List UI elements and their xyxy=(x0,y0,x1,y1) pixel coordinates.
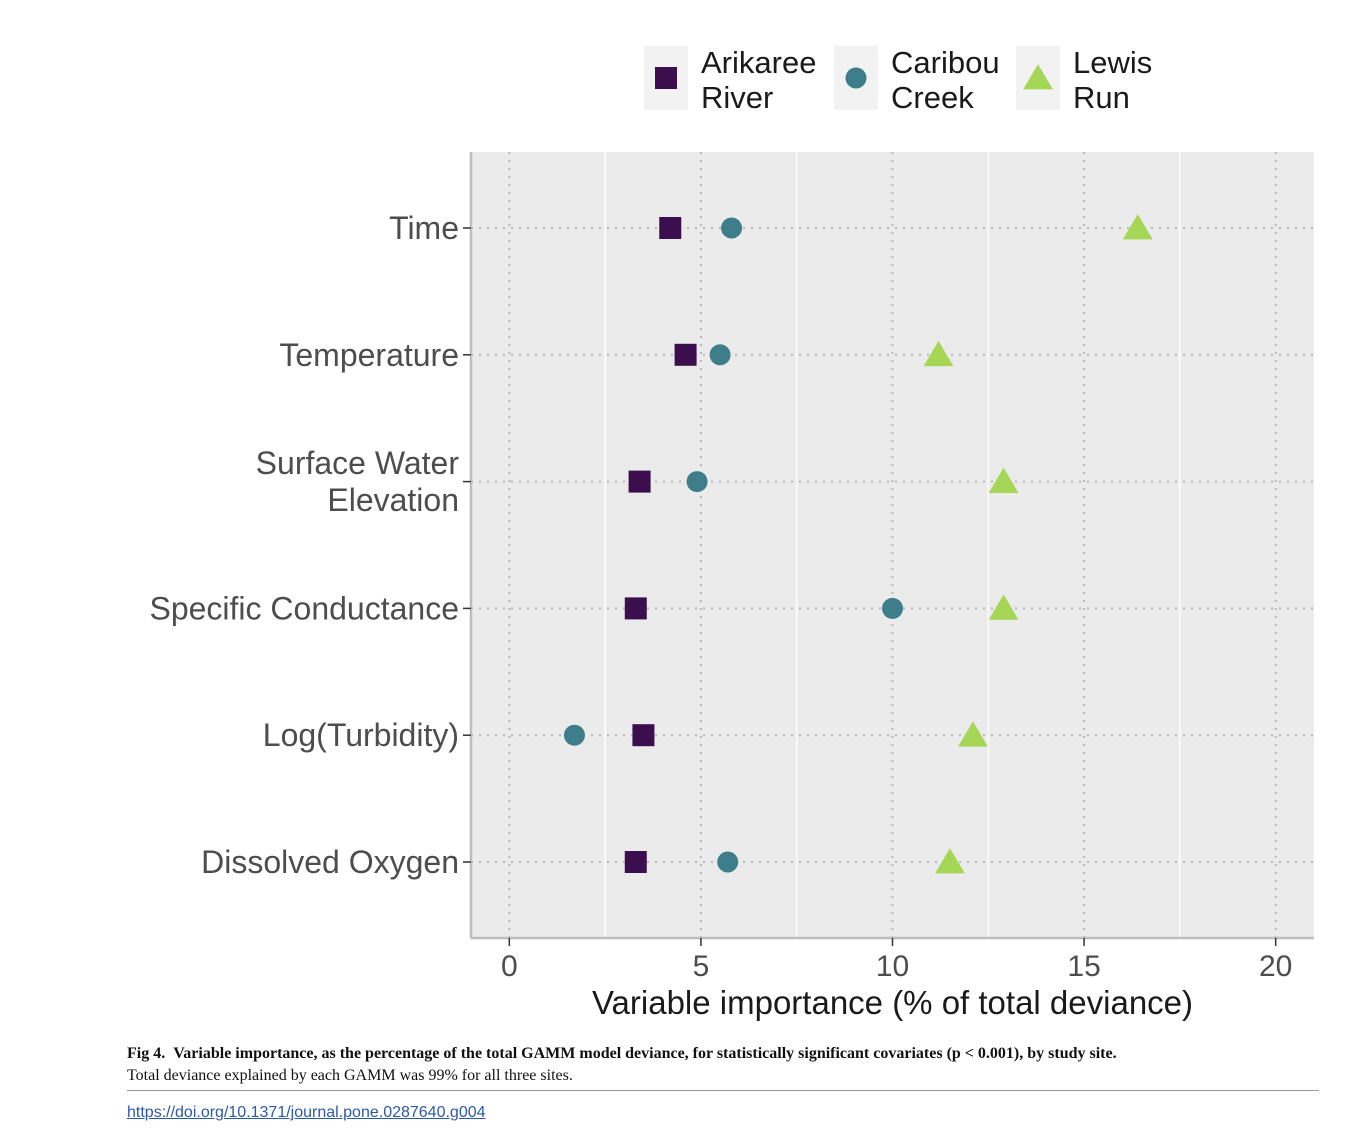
caption-note: Total deviance explained by each GAMM wa… xyxy=(127,1067,573,1084)
legend-label: Caribou Creek xyxy=(891,45,1000,115)
data-point-square xyxy=(628,470,651,493)
data-point-circle xyxy=(686,471,708,493)
y-tick-label: Dissolved Oxygen xyxy=(201,844,459,880)
doi-link[interactable]: https://doi.org/10.1371/journal.pone.028… xyxy=(127,1104,486,1121)
data-point-square xyxy=(624,597,647,620)
data-marks xyxy=(563,214,1153,874)
x-axis-title: Variable importance (% of total deviance… xyxy=(592,984,1193,1021)
y-tick-label: Time xyxy=(389,210,459,246)
data-point-triangle xyxy=(1122,214,1153,240)
legend-symbol-circle xyxy=(845,67,867,89)
y-tick-label: Temperature xyxy=(279,337,459,373)
data-point-triangle xyxy=(958,721,988,747)
caption-title: Variable importance, as the percentage o… xyxy=(173,1045,1117,1062)
legend-symbol-triangle xyxy=(1023,64,1053,90)
data-point-triangle xyxy=(935,848,965,874)
chart: Arikaree River Caribou Creek Lewis Run 0 5 10 15… xyxy=(149,45,1314,1021)
data-point-circle xyxy=(709,344,731,366)
data-point-circle xyxy=(882,597,903,619)
legend-entry: Arikaree River xyxy=(644,45,816,115)
x-tick-label: 10 xyxy=(876,950,909,983)
grid-major xyxy=(471,152,1314,938)
figure-caption: Fig 4. Variable importance, as the perce… xyxy=(127,1043,1319,1087)
data-point-square xyxy=(624,851,647,873)
legend-label: Arikaree River xyxy=(701,45,816,115)
x-tick-label: 15 xyxy=(1067,950,1100,983)
axes: 0 5 10 15 20 Time Temperature Surface Water Elev… xyxy=(149,152,1314,983)
x-tick-label: 20 xyxy=(1259,950,1292,983)
data-point-triangle xyxy=(988,594,1019,620)
data-point-triangle xyxy=(923,340,954,367)
y-tick-label: Surface Water Elevation xyxy=(256,445,460,518)
grid-minor xyxy=(604,152,1181,938)
y-tick-label: Log(Turbidity) xyxy=(263,717,459,753)
legend: Arikaree River Caribou Creek Lewis Run xyxy=(644,45,1152,115)
legend-entry: Caribou Creek xyxy=(834,45,1000,115)
caption-divider xyxy=(127,1090,1319,1091)
data-point-circle xyxy=(721,217,743,239)
data-point-square xyxy=(659,217,682,239)
legend-label: Lewis Run xyxy=(1073,45,1152,115)
data-point-triangle xyxy=(988,467,1019,493)
data-point-circle xyxy=(563,724,585,746)
caption-label: Fig 4. xyxy=(127,1045,166,1062)
data-point-square xyxy=(674,343,697,366)
legend-symbol-square xyxy=(655,67,677,89)
legend-entry: Lewis Run xyxy=(1016,45,1152,115)
data-point-square xyxy=(632,724,655,747)
y-tick-label: Specific Conductance xyxy=(149,590,459,626)
data-point-circle xyxy=(717,851,739,873)
x-tick-label: 5 xyxy=(693,950,710,983)
x-tick-label: 0 xyxy=(501,950,518,983)
